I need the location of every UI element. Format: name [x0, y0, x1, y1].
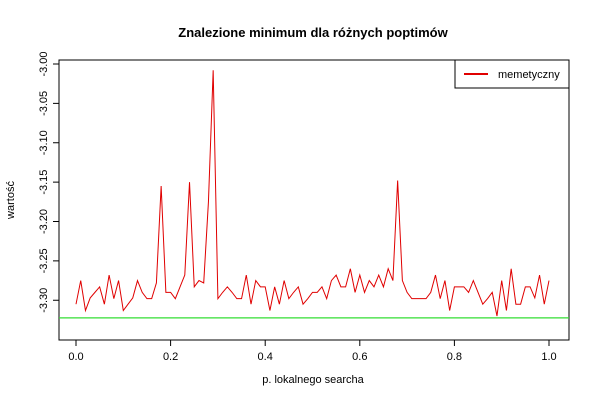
y-tick-label: -3.00 — [38, 51, 50, 76]
x-axis: 0.0 0.2 0.4 0.6 0.8 1.0 — [68, 340, 557, 363]
x-tick-label: 0.0 — [68, 351, 83, 363]
legend: memetyczny — [454, 59, 570, 89]
x-tick-label: 0.6 — [352, 351, 367, 363]
x-tick-label: 0.8 — [447, 351, 462, 363]
x-tick-label: 0.4 — [258, 351, 273, 363]
plot-frame — [58, 59, 570, 341]
legend-label-memetyczny: memetyczny — [498, 69, 560, 81]
x-tick-label: 1.0 — [541, 351, 556, 363]
chart-title: Znalezione minimum dla różnych poptimów — [178, 25, 448, 40]
series-group — [75, 70, 550, 317]
y-tick-label: -3.25 — [38, 248, 50, 273]
y-tick-label: -3.10 — [38, 130, 50, 155]
y-tick-label: -3.15 — [38, 170, 50, 195]
y-tick-label: -3.05 — [38, 91, 50, 116]
series-line-memetyczny — [75, 70, 550, 317]
y-axis-label: wartość — [5, 181, 17, 220]
y-axis: -3.00 -3.05 -3.10 -3.15 -3.20 -3.25 -3.30 — [38, 51, 59, 313]
x-axis-label: p. lokalnego searcha — [262, 374, 364, 386]
y-tick-label: -3.20 — [38, 209, 50, 234]
x-tick-label: 0.2 — [163, 351, 178, 363]
y-tick-label: -3.30 — [38, 288, 50, 313]
